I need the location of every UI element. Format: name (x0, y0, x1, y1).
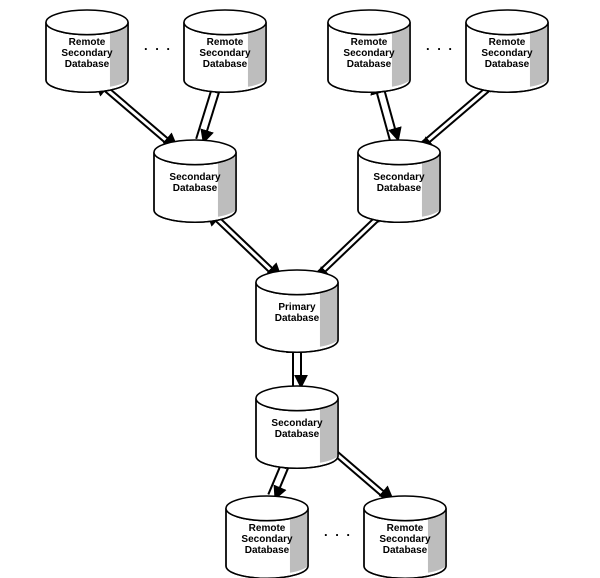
ellipsis-dots: . . . (422, 38, 458, 53)
cylinder-icon (46, 10, 128, 92)
cylinder-icon (328, 10, 410, 92)
db-node-rs4: RemoteSecondaryDatabase (466, 10, 548, 80)
db-node-p: PrimaryDatabase (256, 270, 338, 340)
db-node-rs2: RemoteSecondaryDatabase (184, 10, 266, 80)
db-node-s3: SecondaryDatabase (256, 386, 338, 456)
cylinder-icon (256, 386, 338, 468)
db-node-s1: SecondaryDatabase (154, 140, 236, 210)
cylinder-icon (226, 496, 308, 578)
db-node-rs1: RemoteSecondaryDatabase (46, 10, 128, 80)
cylinder-icon (364, 496, 446, 578)
cylinder-icon (358, 140, 440, 222)
cylinder-icon (466, 10, 548, 92)
db-node-rs3: RemoteSecondaryDatabase (328, 10, 410, 80)
db-node-rs6: RemoteSecondaryDatabase (364, 496, 446, 566)
cylinder-icon (184, 10, 266, 92)
db-node-rs5: RemoteSecondaryDatabase (226, 496, 308, 566)
ellipsis-dots: . . . (140, 38, 176, 53)
ellipsis-dots: . . . (320, 524, 356, 539)
cylinder-icon (154, 140, 236, 222)
db-node-s2: SecondaryDatabase (358, 140, 440, 210)
cylinder-icon (256, 270, 338, 352)
